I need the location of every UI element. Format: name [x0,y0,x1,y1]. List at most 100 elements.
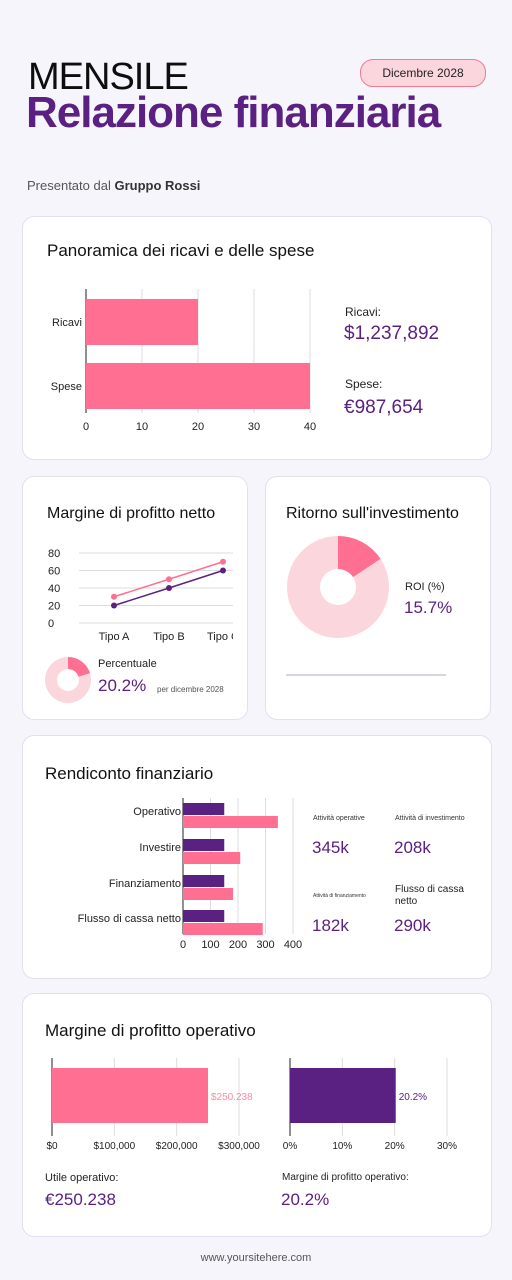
x-tick-label: $300,000 [218,1141,260,1152]
overview-title: Panoramica dei ricavi e delle spese [47,241,315,260]
cash-stat-label-2: Attività di finanziamento [313,893,366,899]
x-tick-label: 30 [248,421,260,433]
operating-margin-card: Margine di profitto operativo $0 $100,000… [22,993,492,1237]
x-tick-label: 20 [192,421,204,433]
cash-flow-title: Rendiconto finanziario [45,764,214,783]
overview-card: Panoramica dei ricavi e delle spese 0 10 2… [22,216,492,460]
x-tick-label: 0 [180,939,186,951]
data-point [220,567,226,574]
operating-margin-title: Margine di profitto operativo [45,1021,256,1040]
x-tick-label: 40 [304,421,316,433]
roi-fine-print [286,674,446,676]
x-tick-label: 20% [385,1141,405,1152]
revenue-value: $1,237,892 [344,323,440,344]
bar [86,299,198,345]
x-tick-label: 300 [256,939,274,951]
donut-hole [57,669,79,691]
data-point [111,602,117,609]
x-tick-label: $200,000 [156,1141,198,1152]
y-tick-label: 60 [48,566,60,578]
x-tick-label: 10% [332,1141,352,1152]
net-margin-card: Margine di profitto netto 0 20 40 60 80 Tipo … [22,476,248,720]
cash-stat-value-2: 182k [312,916,349,935]
data-point [166,576,172,583]
category-label: Investire [139,842,181,854]
operating-profit-label: Utile operativo: [45,1172,119,1184]
donut-hole [320,569,356,605]
data-point [220,558,226,565]
x-tick-label: $0 [46,1141,58,1152]
x-tick-label: 200 [229,939,247,951]
expenses-label: Spese: [345,377,383,391]
title-line1: MENSILE [28,56,189,98]
operating-profit-value: €250.238 [45,1190,116,1209]
roi-label: ROI (%) [405,581,445,593]
presenter-line: Presentato dal Gruppo Rossi [27,178,200,193]
x-tick-label: 10 [136,421,148,433]
bar [183,910,225,922]
operating-margin-bar-chart: 0% 10% 20% 30% 20.2% [283,1058,457,1152]
bar [183,839,225,851]
y-tick-label: 40 [48,583,60,595]
bar [183,816,278,828]
footer-url: www.yoursitehere.com [200,1252,312,1264]
bar [86,363,310,409]
cash-stat-label-0: Attività operative [313,815,365,822]
operating-margin-value: 20.2% [281,1190,330,1209]
cash-flow-card: Rendiconto finanziario 0 100 200 300 400 Oper… [22,735,492,979]
net-margin-percent-value: 20.2% [98,676,147,695]
category-label: Flusso di cassa netto [78,913,181,925]
x-tick-label: 100 [201,939,219,951]
net-margin-note: per dicembre 2028 [157,685,224,694]
x-tick-label: 30% [437,1141,457,1152]
revenue-label: Ricavi: [345,305,382,319]
category-label: Finanziamento [109,878,181,890]
overview-bar-chart: 0 10 20 30 40 Ricavi Spese [51,289,316,433]
roi-donut [287,536,389,638]
bar [52,1068,208,1123]
roi-title: Ritorno sull'investimento [286,505,459,522]
presenter-name: Gruppo Rossi [114,178,201,193]
x-tick-label: Tipo B [153,631,184,643]
bar [290,1068,396,1123]
cash-stat-label-1: Attività di investimento [395,815,465,822]
net-margin-percent-label: Percentuale [98,658,157,670]
bar [183,852,241,864]
roi-value: 15.7% [404,598,453,617]
operating-profit-bar-chart: $0 $100,000 $200,000 $300,000 $250.238 [46,1058,260,1152]
x-tick-label: Tipo A [99,631,130,643]
bar [183,803,225,815]
cash-stat-value-1: 208k [394,838,431,857]
y-tick-label: 80 [48,548,60,560]
net-margin-title: Margine di profitto netto [47,505,216,522]
x-tick-label: Tipo C [207,631,233,643]
y-tick-label: 20 [48,601,60,613]
bar [183,923,263,935]
operating-margin-label: Margine di profitto operativo: [282,1172,409,1183]
bar [183,888,234,900]
x-tick-label: 400 [284,939,302,951]
data-label: $250.238 [211,1092,253,1103]
y-tick-label: 0 [48,618,54,630]
presenter-prefix: Presentato dal [27,178,111,193]
net-margin-donut [45,657,91,703]
x-tick-label: 0% [283,1141,298,1152]
net-margin-line-chart: 0 20 40 60 80 Tipo A Tipo B Tipo C [48,548,233,643]
roi-card: Ritorno sull'investimento ROI (%) 15.7% [265,476,491,720]
title-line2: Relazione finanziaria [26,88,441,137]
cash-stat-label-3: Flusso di cassa netto [395,884,464,907]
bar [183,875,225,887]
expenses-value: €987,654 [344,397,424,418]
x-tick-label: $100,000 [93,1141,135,1152]
data-point [166,585,172,591]
cash-flow-bar-chart: 0 100 200 300 400 Operativo Investire Finanziam… [78,798,302,951]
cash-stat-value-3: 290k [394,916,431,935]
category-label: Ricavi [52,317,82,329]
date-badge: Dicembre 2028 [360,59,486,87]
category-label: Operativo [133,806,181,818]
category-label: Spese [51,381,82,393]
data-label: 20.2% [399,1092,427,1103]
cash-stat-value-0: 345k [312,838,349,857]
data-point [111,593,117,600]
x-tick-label: 0 [83,421,89,433]
